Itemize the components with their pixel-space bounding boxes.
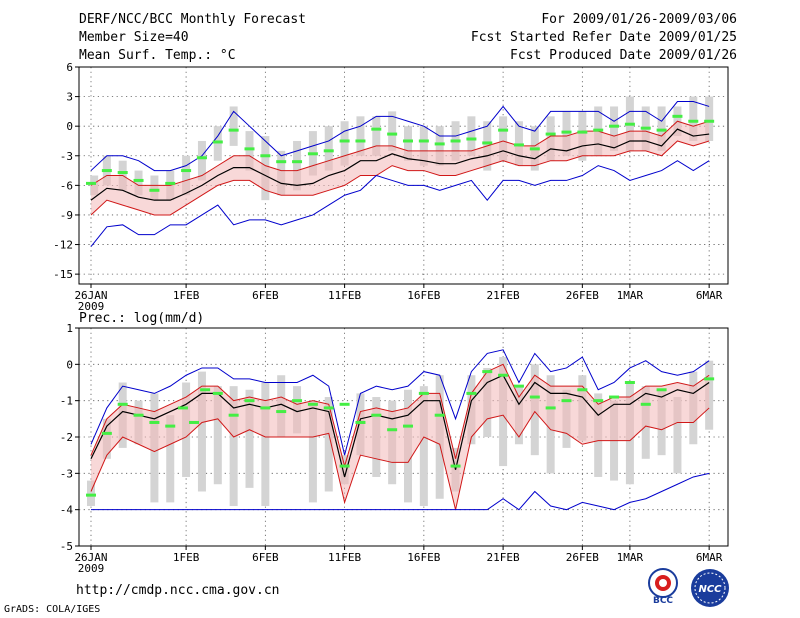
y-tick-label: 0: [66, 120, 73, 133]
grads-credit: GrADS: COLA/IGES: [4, 604, 101, 615]
produced-date: Fcst Produced Date 2009/01/26: [510, 48, 737, 63]
ensemble-box: [673, 397, 682, 474]
y-tick-label: -6: [60, 179, 73, 192]
series-line-min: [91, 472, 710, 511]
source-url[interactable]: http://cmdp.ncc.cma.gov.cn: [76, 583, 280, 598]
series-line-mean: [90, 374, 710, 478]
y-tick-label: 0: [66, 358, 73, 371]
y-tick-label: -2: [60, 431, 73, 444]
ensemble-box: [87, 480, 95, 507]
ensemble-box: [229, 106, 238, 146]
x-tick-label: 11FEB: [328, 551, 361, 564]
ensemble-box: [134, 170, 143, 196]
plot-frame: [78, 66, 729, 285]
forecast-title: DERF/NCC/BCC Monthly Forecast: [79, 12, 306, 27]
ensemble-box: [229, 386, 238, 507]
ensemble-box: [197, 140, 206, 181]
bcc-logo: BCC: [648, 568, 678, 606]
x-tick-label: 1FEB: [173, 289, 200, 302]
x-tick-label: 1MAR: [617, 289, 644, 302]
ensemble-box: [308, 400, 317, 503]
series-line-max: [90, 101, 710, 172]
ensemble-box: [324, 397, 333, 492]
x-tick-label: 26FEB: [566, 289, 599, 302]
y-tick-label: 6: [66, 61, 73, 74]
refer-date: Fcst Started Refer Date 2009/01/25: [470, 30, 737, 45]
ncc-logo: NCC: [691, 569, 729, 607]
member-size: Member Size=40: [79, 30, 189, 45]
series-line-min: [90, 160, 710, 247]
ensemble-box: [197, 371, 206, 492]
x-tick-label: 6FEB: [252, 289, 279, 302]
temp-panel-label: Mean Surf. Temp.: °C: [79, 48, 236, 63]
ensemble-box: [356, 116, 365, 156]
ensemble-box: [499, 116, 508, 161]
series-line-mean_minus_sd: [90, 140, 710, 216]
year-label: 2009: [78, 562, 105, 575]
series-line-mean_minus_sd: [90, 407, 710, 510]
series-line-mean_plus_sd: [90, 363, 710, 468]
x-tick-label: 26FEB: [566, 551, 599, 564]
ensemble-box: [419, 386, 428, 507]
forecast-period: For 2009/01/26-2009/03/06: [541, 12, 737, 27]
ensemble-box: [404, 126, 412, 161]
ensemble-box: [213, 386, 222, 485]
ensemble-box: [435, 126, 444, 166]
x-tick-label: 16FEB: [407, 551, 440, 564]
y-tick-label: 1: [66, 322, 73, 335]
x-tick-label: 1FEB: [173, 551, 200, 564]
x-tick-label: 21FEB: [487, 289, 520, 302]
series-line-mean: [90, 128, 710, 201]
y-tick-label: -9: [60, 209, 73, 222]
x-tick-label: 11FEB: [328, 289, 361, 302]
y-tick-label: -1: [60, 395, 73, 408]
ensemble-box: [166, 415, 175, 503]
y-tick-label: -4: [60, 504, 74, 517]
x-tick-label: 26JAN: [74, 551, 107, 564]
ensemble-box: [388, 111, 397, 151]
ensemble-box: [705, 96, 714, 141]
ensemble-box: [245, 131, 254, 171]
y-tick-label: -3: [60, 467, 73, 480]
y-tick-label: -12: [53, 239, 73, 252]
ensemble-box: [245, 389, 254, 488]
x-tick-label: 16FEB: [407, 289, 440, 302]
precip-panel-label: Prec.: log(mm/d): [79, 311, 204, 326]
y-tick-label: 3: [66, 91, 73, 104]
x-tick-label: 6MAR: [696, 551, 723, 564]
x-tick-label: 6FEB: [252, 551, 279, 564]
ensemble-box: [340, 121, 349, 166]
ensemble-box: [610, 106, 619, 151]
y-tick-label: -15: [53, 268, 73, 281]
ensemble-box: [689, 96, 698, 141]
ensemble-box: [324, 126, 333, 171]
year-label: 2009: [78, 300, 105, 313]
ensemble-box: [467, 116, 476, 156]
ensemble-box: [293, 140, 302, 191]
series-line-max: [90, 349, 710, 456]
series-line-mean_plus_sd: [90, 120, 710, 186]
x-tick-label: 6MAR: [696, 289, 723, 302]
y-tick-label: -3: [60, 150, 73, 163]
bcc-logo-text: BCC: [653, 596, 673, 606]
y-tick-label: -5: [60, 540, 73, 553]
x-tick-label: 21FEB: [487, 551, 520, 564]
ensemble-box: [261, 382, 270, 507]
ensemble-box: [419, 126, 428, 166]
ensemble-box: [182, 155, 191, 196]
ensemble-box: [372, 116, 381, 156]
x-tick-label: 1MAR: [617, 551, 644, 564]
ncc-logo-text: NCC: [698, 584, 722, 595]
x-tick-label: 26JAN: [74, 289, 107, 302]
